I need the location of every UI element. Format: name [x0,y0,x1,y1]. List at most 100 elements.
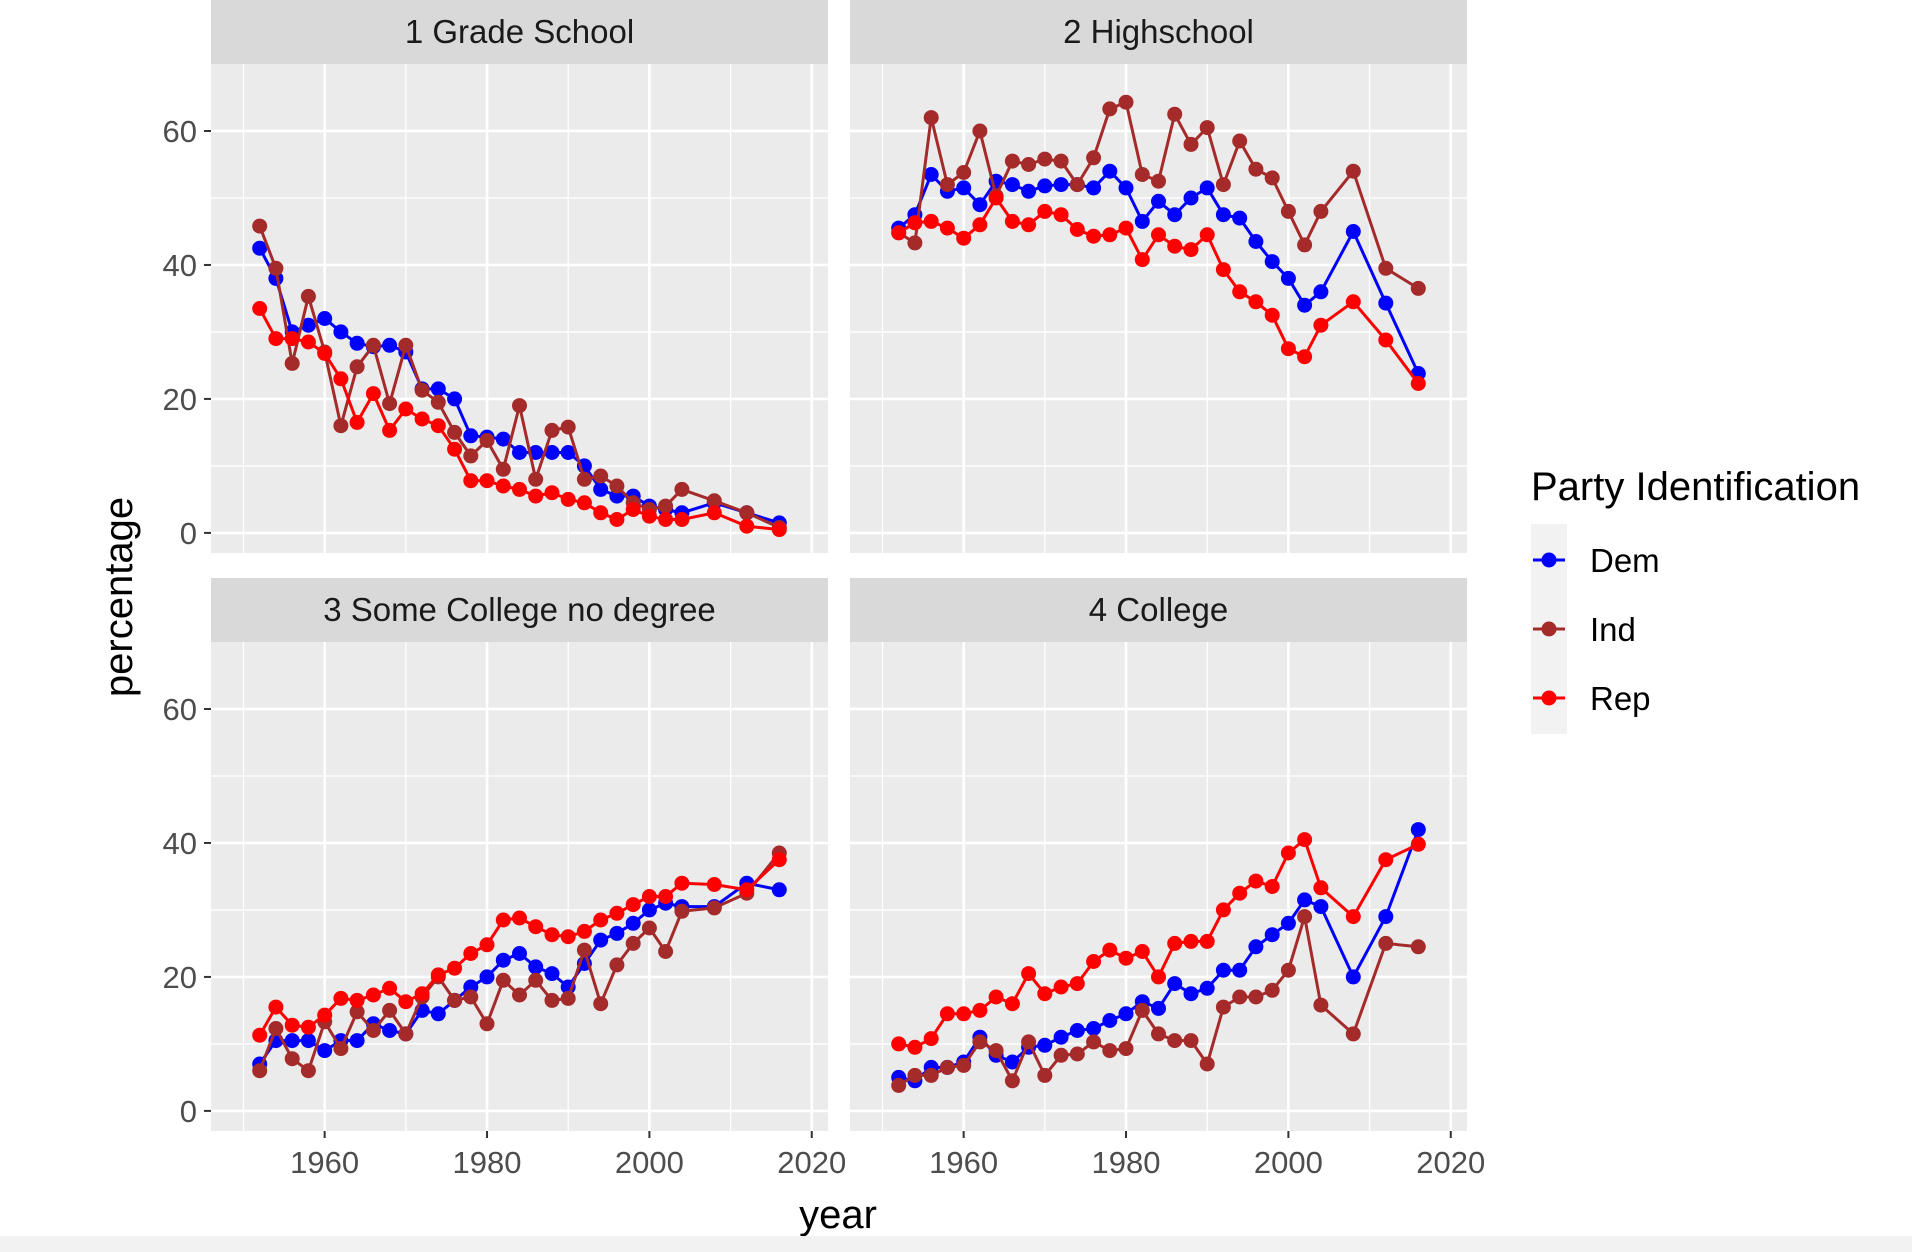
data-point-ind [349,359,365,375]
data-point-rep [1004,996,1020,1012]
data-point-rep [1378,852,1394,868]
data-point-dem [1102,1013,1118,1028]
data-point-ind [641,920,657,936]
data-point-dem [1086,1021,1102,1036]
data-point-rep [1410,376,1426,391]
legend-label-dem: Dem [1590,542,1660,579]
data-point-rep [641,889,657,904]
data-point-rep [447,441,463,457]
data-point-dem [1410,822,1426,838]
data-point-rep [1118,220,1134,236]
data-point-rep [463,473,479,489]
data-point-dem [1297,297,1313,313]
data-point-ind [479,1016,495,1032]
data-point-ind [268,1021,284,1036]
data-point-ind [382,1002,398,1018]
data-point-rep [544,485,560,501]
y-tick-label: 40 [163,248,197,283]
panel-2-gridlines [850,64,1467,553]
data-point-ind [1297,237,1313,253]
data-point-dem [1280,270,1296,286]
data-point-rep [560,929,576,945]
data-point-rep [365,386,381,402]
data-point-rep [512,481,527,497]
data-point-dem [544,445,560,460]
x-tick-label: 1980 [1092,1145,1161,1180]
data-point-ind [1053,153,1069,169]
data-point-dem [1297,892,1313,908]
data-point-rep [1134,252,1150,268]
y-axis-title: percentage [97,497,141,697]
data-point-ind [300,1063,316,1079]
y-tick-label: 20 [163,960,197,995]
legend-item-dem: Dem [1533,542,1660,579]
data-point-ind [576,471,592,487]
data-point-rep [430,967,446,983]
y-tick-label: 20 [163,382,197,417]
x-axis-title: year [799,1193,877,1236]
data-point-dem [252,240,268,256]
data-point-rep [252,1027,268,1043]
data-point-ind [398,1026,414,1042]
data-point-ind [1069,177,1085,193]
data-point-dem [300,317,316,333]
data-point-dem [1167,207,1183,223]
data-point-ind [1183,136,1199,152]
data-point-rep [1151,227,1166,243]
data-point-dem [1118,180,1134,196]
data-point-ind [300,288,316,304]
data-point-rep [576,923,592,939]
data-point-dem [560,445,576,460]
data-point-rep [333,990,349,1006]
data-point-ind [349,1004,365,1020]
y-tick-label: 60 [163,692,197,727]
data-point-rep [1086,228,1102,244]
data-point-rep [1151,969,1166,985]
data-point-ind [252,218,268,234]
data-point-dem [1134,213,1150,229]
legend-items: Dem Ind Rep [1533,542,1660,717]
data-point-ind [1297,909,1313,925]
data-point-rep [1069,222,1085,237]
data-point-dem [593,932,609,948]
data-point-ind [528,471,544,487]
data-point-dem [1102,163,1118,179]
data-point-ind [939,1059,955,1075]
data-point-dem [593,481,609,497]
data-point-ind [1215,177,1231,193]
data-point-ind [430,394,446,410]
data-point-rep [479,473,495,489]
data-point-rep [528,488,544,504]
data-point-ind [479,433,495,448]
data-point-rep [956,230,972,246]
data-point-rep [1102,942,1118,958]
data-point-rep [1215,902,1231,918]
data-point-ind [1378,260,1394,276]
data-point-ind [463,989,479,1005]
data-point-rep [641,508,657,524]
data-point-dem [479,969,495,985]
data-point-rep [1118,950,1134,966]
panel-2-strip [850,0,1467,64]
data-point-dem [1248,939,1264,955]
data-point-dem [1264,254,1280,270]
panel-2-plot-background [850,64,1467,553]
data-point-ind [1410,280,1426,296]
panel-1: 1 Grade School [211,0,828,553]
data-point-rep [1167,935,1183,951]
data-point-dem [1037,178,1053,194]
data-point-rep [1199,933,1215,949]
data-point-rep [923,213,939,229]
data-point-ind [609,478,625,494]
data-point-ind [939,177,955,193]
data-point-rep [447,960,463,976]
data-point-rep [349,414,365,430]
data-point-ind [923,1067,939,1083]
data-point-ind [1264,982,1280,998]
data-point-rep [593,912,609,928]
data-point-rep [284,1017,300,1033]
data-point-ind [382,396,398,412]
data-point-ind [674,481,690,497]
data-point-rep [1102,227,1118,243]
